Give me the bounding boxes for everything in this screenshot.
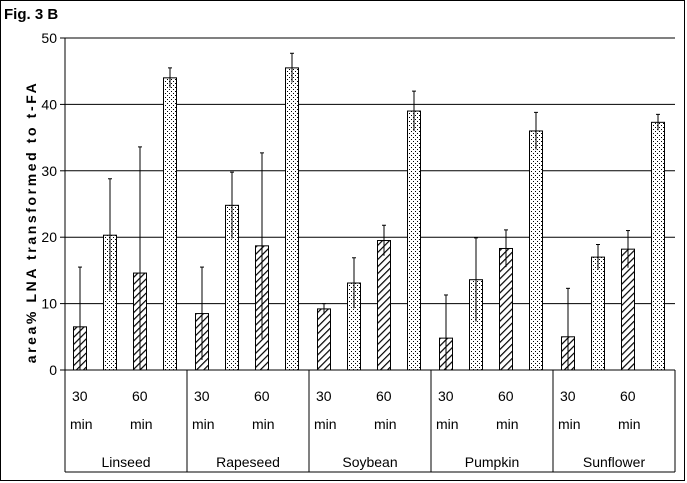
time-unit-label: min	[70, 416, 93, 432]
gridlines	[65, 37, 675, 305]
category-label-linseed: Linseed	[101, 454, 150, 470]
y-tick-label: 20	[41, 229, 57, 245]
category-table: 30 min 60 min Linseed 30 min 60 min Rapeseed 30 min…	[64, 370, 676, 473]
axes	[60, 37, 675, 371]
y-axis-label: area% LNA transformed to t-FA	[23, 81, 39, 364]
time-value-label: 60	[254, 388, 270, 404]
time-unit-label: min	[252, 416, 275, 432]
bar-soybean-4	[407, 110, 421, 371]
time-value-label: 30	[560, 388, 576, 404]
time-value-label: 60	[498, 388, 514, 404]
time-value-label: 30	[438, 388, 454, 404]
time-unit-label: min	[496, 416, 519, 432]
bar-pumpkin-4	[529, 130, 543, 371]
bars	[73, 67, 665, 371]
time-value-label: 30	[316, 388, 332, 404]
time-unit-label: min	[314, 416, 337, 432]
y-tick-label: 40	[41, 96, 57, 112]
y-tick-label: 50	[41, 30, 57, 46]
y-tick-label: 30	[41, 163, 57, 179]
figure-label: Fig. 3 B	[4, 6, 59, 23]
time-unit-label: min	[374, 416, 397, 432]
time-value-label: 60	[620, 388, 636, 404]
y-tick-label: 10	[41, 296, 57, 312]
time-value-label: 60	[132, 388, 148, 404]
bar-sunflower-4	[651, 121, 665, 371]
bar-soybean-3	[377, 240, 391, 371]
time-unit-label: min	[436, 416, 459, 432]
time-unit-label: min	[618, 416, 641, 432]
category-label-rapeseed: Rapeseed	[216, 454, 280, 470]
time-unit-label: min	[192, 416, 215, 432]
time-unit-label: min	[130, 416, 153, 432]
y-tick-labels: 0 10 20 30 40 50	[41, 30, 57, 378]
time-value-label: 30	[194, 388, 210, 404]
bar-soybean-1	[317, 308, 331, 371]
error-bars	[78, 52, 660, 370]
bar-linseed-4	[163, 77, 177, 371]
category-label-soybean: Soybean	[342, 454, 397, 470]
time-unit-label: min	[558, 416, 581, 432]
bar-rapeseed-4	[285, 67, 299, 371]
category-label-pumpkin: Pumpkin	[465, 454, 519, 470]
bar-sunflower-2	[591, 256, 605, 371]
category-label-sunflower: Sunflower	[583, 454, 646, 470]
time-value-label: 60	[376, 388, 392, 404]
time-value-label: 30	[72, 388, 88, 404]
y-tick-label: 0	[49, 362, 57, 378]
